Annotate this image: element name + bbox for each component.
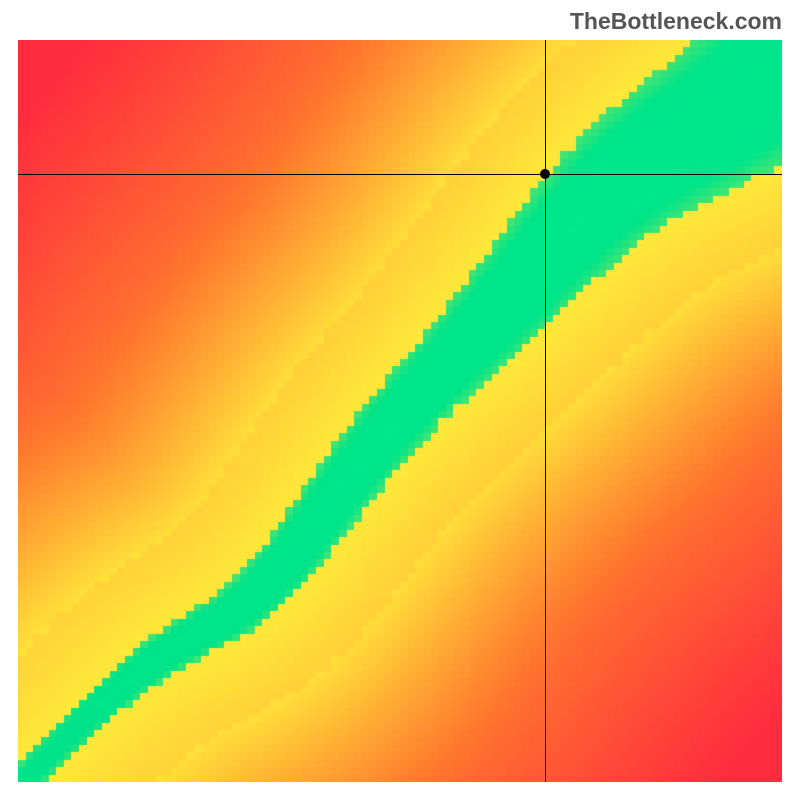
crosshair-marker-dot xyxy=(540,169,550,179)
heatmap-canvas xyxy=(18,40,782,782)
crosshair-horizontal xyxy=(18,174,782,175)
heatmap-chart xyxy=(18,40,782,782)
crosshair-vertical xyxy=(545,40,546,782)
watermark-text: TheBottleneck.com xyxy=(570,8,782,35)
